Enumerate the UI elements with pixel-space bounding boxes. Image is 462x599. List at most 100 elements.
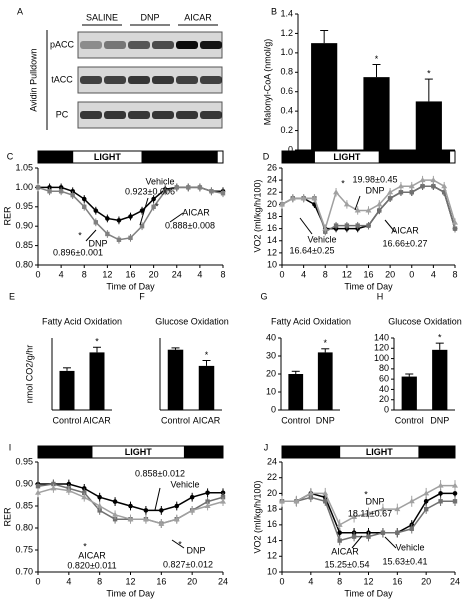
x-tick-label: 4	[308, 576, 313, 586]
bar	[89, 352, 105, 410]
marker	[128, 214, 133, 219]
x-tick-label: 20	[385, 269, 395, 279]
x-tick-label: DNP	[430, 415, 449, 425]
arrow	[139, 197, 149, 226]
y-tick-label: 1.05	[15, 162, 33, 172]
marker	[174, 185, 179, 190]
bar	[288, 374, 304, 410]
marker	[96, 503, 103, 508]
marker	[452, 491, 458, 496]
chart-title: Glucose Oxidation	[388, 316, 462, 326]
y-tick-label: 20	[266, 368, 276, 378]
x-tick-label: Control	[395, 415, 424, 425]
marker	[112, 511, 119, 517]
annotation: *	[178, 539, 182, 549]
marker	[47, 189, 52, 194]
significance-mark: *	[323, 338, 327, 348]
annotation: *	[364, 489, 368, 499]
y-tick-label: 0	[384, 404, 389, 414]
y-axis-label: nmol CO2/g/hr	[24, 345, 34, 404]
marker	[430, 177, 437, 183]
bar	[401, 376, 417, 410]
photoperiod-label: LIGHT	[333, 152, 360, 162]
y-tick-label: 24	[267, 456, 277, 466]
marker	[337, 538, 342, 543]
blot-band	[152, 111, 174, 119]
x-tick-label: 12	[102, 269, 112, 279]
marker	[409, 526, 414, 531]
y-tick-label: 60	[379, 374, 389, 384]
x-tick-label: 0	[409, 269, 414, 279]
y-tick-label: 1.0	[280, 47, 293, 57]
annotation: 0.888±0.008	[165, 220, 215, 230]
x-tick-label: DNP	[316, 415, 335, 425]
marker	[220, 191, 226, 196]
series-label: Vehicle	[170, 479, 199, 489]
significance-mark: *	[375, 54, 379, 64]
blot-band	[128, 76, 150, 84]
marker	[322, 225, 329, 231]
blot-column-label: AICAR	[184, 12, 212, 22]
x-tick-label: 8	[220, 269, 225, 279]
marker	[322, 490, 329, 496]
y-tick-label: 12	[267, 247, 277, 257]
x-tick-label: 20	[187, 576, 197, 586]
marker	[128, 503, 133, 509]
marker	[311, 195, 318, 201]
y-tick-label: 18	[267, 211, 277, 221]
arrow	[384, 219, 396, 233]
annotation: 16.66±0.27	[383, 238, 428, 248]
y-tick-label: 0.75	[15, 544, 33, 554]
y-tick-label: 140	[374, 332, 389, 342]
y-tick-label: 10	[266, 386, 276, 396]
marker	[189, 494, 195, 500]
bar	[198, 365, 215, 410]
marker	[139, 208, 145, 213]
x-tick-label: 16	[392, 576, 402, 586]
arrow	[169, 212, 184, 223]
marker	[81, 196, 87, 202]
y-axis-label: VO2 (ml/kg/h/100)	[252, 480, 262, 553]
series-label: Vehicle	[307, 234, 336, 244]
marker	[300, 195, 307, 201]
photoperiod-label: DARK	[401, 152, 427, 162]
marker	[50, 485, 57, 491]
series-label: DNP	[365, 185, 384, 195]
marker	[366, 534, 371, 539]
marker	[142, 516, 149, 522]
series-label: DNP	[365, 496, 384, 506]
y-tick-label: 0.2	[280, 125, 293, 135]
arrow	[85, 229, 97, 242]
marker	[116, 218, 122, 223]
chart-title: Fatty Acid Oxidation	[271, 316, 351, 326]
annotation: 15.63±0.41	[383, 556, 428, 566]
blot-band	[104, 76, 126, 84]
x-tick-label: Control	[281, 415, 310, 425]
marker	[337, 530, 342, 536]
blot-band	[152, 41, 174, 49]
marker	[204, 503, 211, 508]
annotation: 19.98±0.45	[353, 174, 398, 184]
x-tick-label: 0	[35, 576, 40, 586]
x-tick-label: 8	[82, 269, 87, 279]
y-axis-label: RER	[2, 206, 12, 226]
annotation: *	[155, 201, 159, 211]
y-tick-label: 40	[379, 384, 389, 394]
marker	[394, 506, 401, 512]
y-tick-label: 100	[374, 353, 389, 363]
marker	[333, 223, 339, 228]
bar	[432, 349, 448, 410]
marker	[441, 183, 448, 189]
arrow	[354, 195, 361, 211]
marker	[398, 190, 404, 195]
series-label: AICAR	[182, 207, 210, 217]
marker	[431, 183, 436, 189]
x-tick-label: 8	[97, 576, 102, 586]
marker	[65, 487, 72, 493]
marker	[408, 183, 415, 189]
x-tick-label: AICAR	[83, 415, 111, 425]
x-tick-label: 4	[301, 269, 306, 279]
panel-letter: H	[377, 291, 384, 301]
photoperiod-label: DARK	[298, 447, 324, 457]
x-tick-label: 4	[59, 269, 64, 279]
